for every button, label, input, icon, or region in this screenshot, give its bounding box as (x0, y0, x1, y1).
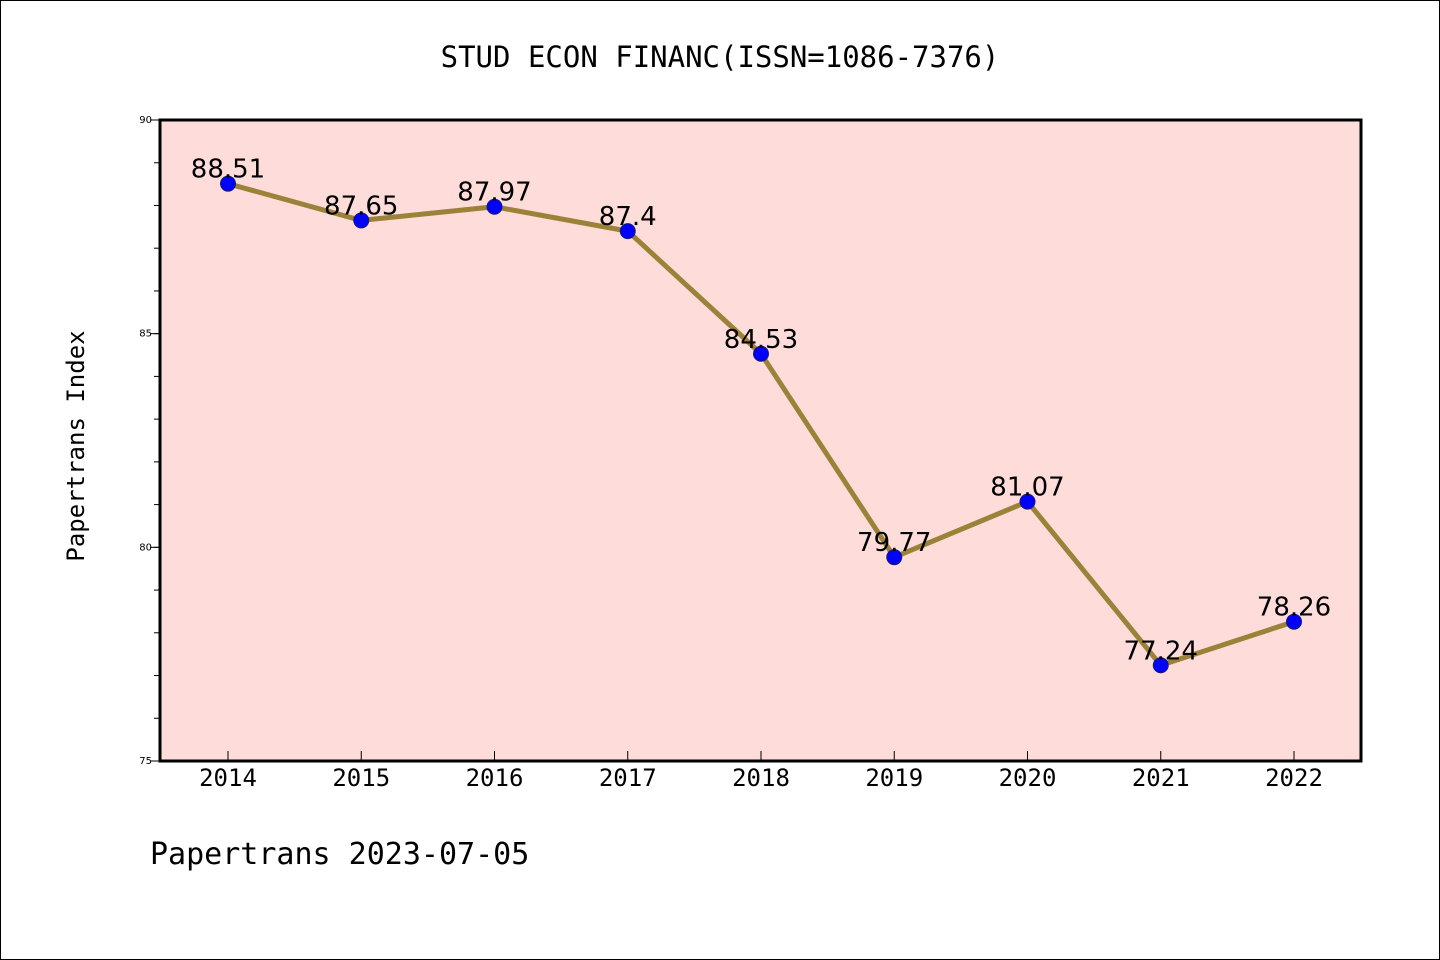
x-tick-label: 2022 (1265, 764, 1323, 792)
x-tick-label: 2020 (999, 764, 1057, 792)
data-point (353, 212, 370, 229)
x-tick-label: 2017 (599, 764, 657, 792)
data-label: 88.51 (191, 155, 265, 185)
data-label: 81.07 (990, 473, 1064, 503)
series-markers (220, 175, 1302, 674)
data-label: 77.24 (1124, 636, 1198, 666)
data-labels: 88.51 87.65 87.97 87.4 84.53 79.77 81.07 77.24 7… (191, 155, 1331, 667)
data-label: 78.26 (1257, 593, 1331, 623)
data-point (220, 175, 236, 192)
x-tick-label: 2016 (466, 764, 524, 792)
y-tick-label: 85 (139, 329, 152, 340)
y-axis-label: Papertrans Index (62, 330, 90, 561)
data-label: 87.4 (599, 202, 657, 232)
data-point (886, 549, 903, 566)
data-point (619, 223, 636, 240)
x-axis-ticks: 2014 2015 2016 2017 2018 2019 2020 2021 2022 (199, 751, 1323, 792)
data-point (1152, 657, 1169, 674)
data-point (753, 345, 769, 362)
y-tick-label: 90 (139, 115, 152, 126)
data-point (486, 198, 503, 215)
x-tick-label: 2021 (1132, 764, 1190, 792)
x-tick-label: 2018 (732, 764, 790, 792)
x-tick-label: 2019 (865, 764, 923, 792)
y-axis-ticks: 75 80 85 90 (139, 115, 160, 767)
x-tick-label: 2015 (332, 764, 390, 792)
data-label: 84.53 (724, 325, 798, 355)
plot-border (158, 118, 1363, 763)
data-label: 87.65 (324, 191, 398, 221)
data-label: 87.97 (457, 178, 531, 208)
data-label: 79.77 (857, 528, 931, 558)
y-tick-label: 80 (139, 542, 152, 553)
data-point (1019, 493, 1036, 510)
footer-text: Papertrans 2023-07-05 (150, 837, 529, 872)
chart-title: STUD ECON FINANC(ISSN=1086-7376) (441, 40, 1000, 74)
x-tick-label: 2014 (199, 764, 257, 792)
y-tick-label: 75 (139, 756, 152, 767)
data-point (1286, 613, 1302, 630)
